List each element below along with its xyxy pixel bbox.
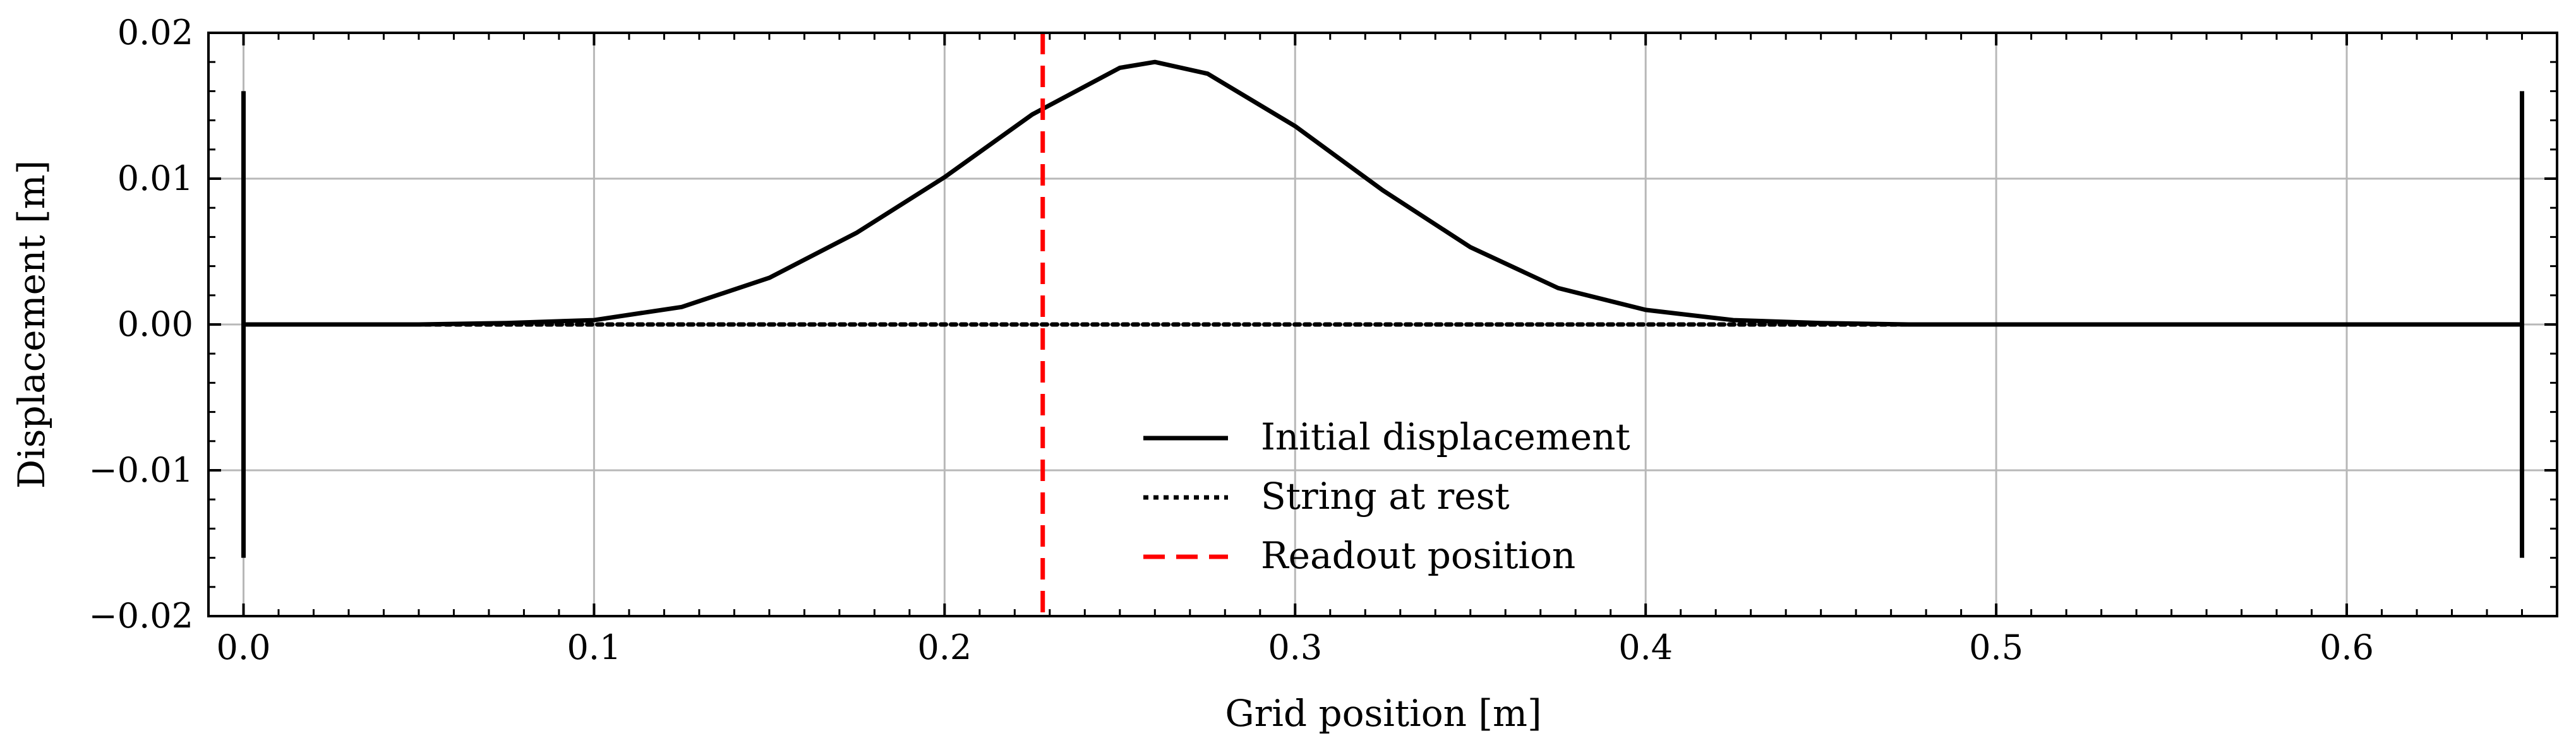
x-axis-label: Grid position [m] bbox=[1225, 692, 1541, 735]
y-tick-label-2: 0.00 bbox=[117, 304, 193, 344]
y-tick-label-4: −0.02 bbox=[89, 596, 193, 636]
tick-layer: 0.0 0.1 0.2 0.3 0.4 0.5 0.6 0.02 0.01 0.00 −0.01 −0… bbox=[89, 13, 2558, 667]
x-tick-label-4: 0.4 bbox=[1618, 627, 1673, 667]
x-tick-label-2: 0.2 bbox=[917, 627, 972, 667]
x-tick-label-0: 0.0 bbox=[217, 627, 271, 667]
y-tick-label-1: 0.01 bbox=[117, 158, 193, 198]
data-layer bbox=[241, 33, 2525, 616]
x-tick-label-1: 0.1 bbox=[567, 627, 621, 667]
legend-label-initial-displacement: Initial displacement bbox=[1261, 415, 1630, 458]
y-axis-label: Displacement [m] bbox=[10, 160, 53, 489]
x-tick-label-5: 0.5 bbox=[1969, 627, 2023, 667]
initial-displacement-line bbox=[241, 59, 2525, 327]
legend-label-readout-position: Readout position bbox=[1261, 534, 1575, 577]
x-tick-label-3: 0.3 bbox=[1268, 627, 1322, 667]
y-tick-label-3: −0.01 bbox=[89, 450, 193, 490]
x-tick-label-6: 0.6 bbox=[2320, 627, 2374, 667]
legend-label-string-at-rest: String at rest bbox=[1261, 475, 1510, 518]
legend: Initial displacement String at rest Read… bbox=[1143, 415, 1630, 577]
y-tick-label-0: 0.02 bbox=[117, 13, 193, 52]
